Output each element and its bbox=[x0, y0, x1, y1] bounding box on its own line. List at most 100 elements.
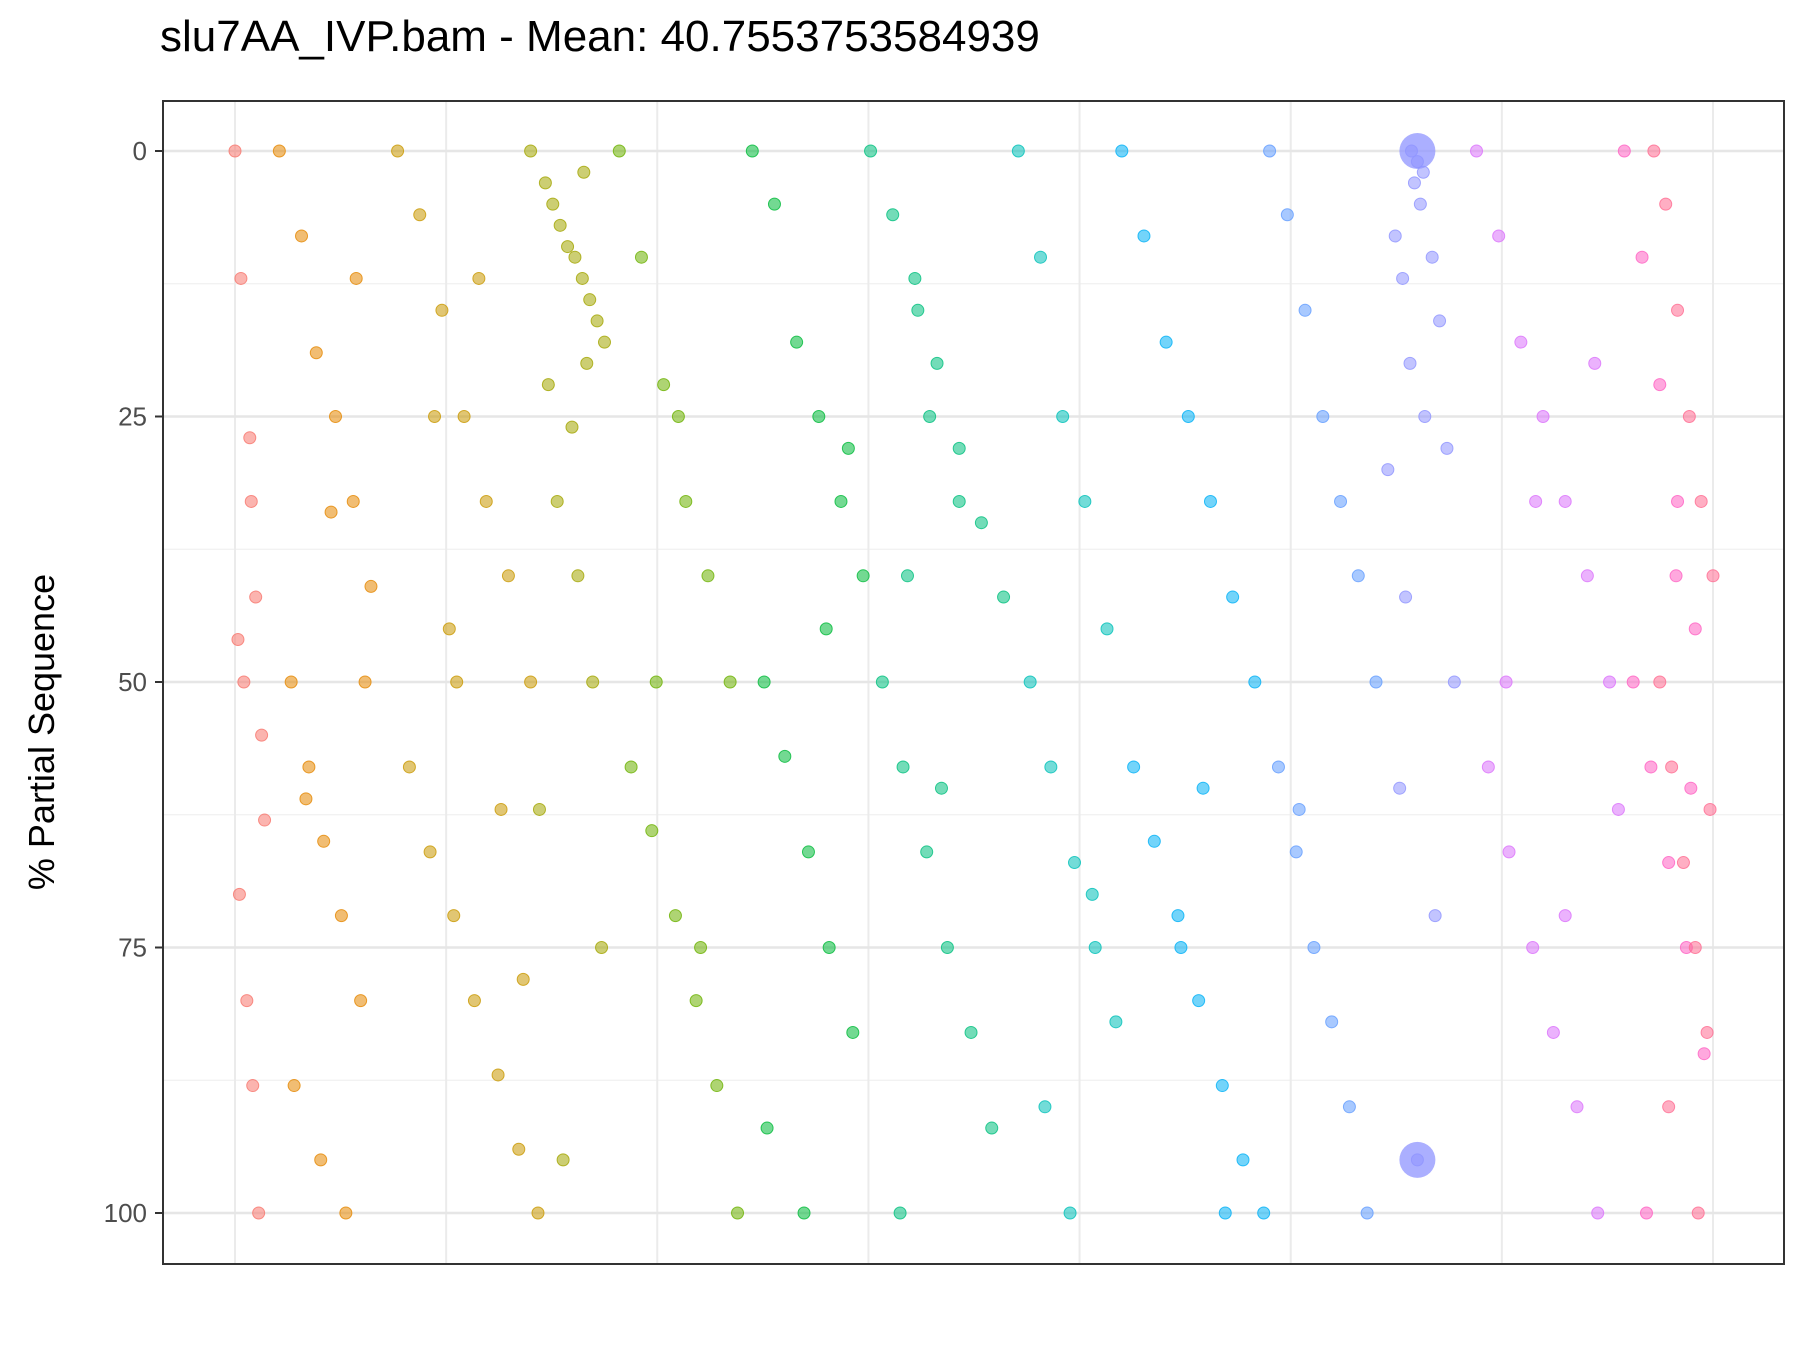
data-point bbox=[1044, 760, 1058, 774]
data-point bbox=[1502, 845, 1516, 859]
data-point bbox=[244, 494, 258, 508]
data-point bbox=[532, 802, 546, 816]
data-point bbox=[1393, 781, 1407, 795]
data-point bbox=[1684, 781, 1698, 795]
data-point bbox=[329, 410, 343, 423]
data-point bbox=[1611, 802, 1625, 816]
data-point bbox=[1226, 590, 1240, 604]
data-point bbox=[612, 144, 626, 158]
data-point bbox=[767, 197, 781, 211]
data-point bbox=[1038, 1100, 1052, 1114]
data-point bbox=[546, 197, 560, 211]
data-point bbox=[1196, 781, 1210, 795]
data-point bbox=[491, 1068, 505, 1082]
data-point bbox=[516, 972, 530, 986]
data-point bbox=[1499, 675, 1513, 689]
data-point bbox=[1635, 250, 1649, 264]
data-point bbox=[1691, 1206, 1705, 1220]
data-point bbox=[358, 675, 372, 689]
data-point bbox=[590, 314, 604, 328]
data-point bbox=[689, 994, 703, 1008]
series-group bbox=[612, 144, 745, 1220]
data-point bbox=[1413, 197, 1427, 211]
data-point bbox=[524, 675, 538, 689]
data-point bbox=[1351, 569, 1365, 583]
data-point bbox=[1078, 494, 1092, 508]
data-point bbox=[317, 834, 331, 848]
data-point bbox=[1174, 941, 1188, 954]
series-group bbox=[1647, 144, 1720, 1220]
data-point bbox=[595, 941, 609, 954]
data-point bbox=[819, 622, 833, 636]
data-point bbox=[1626, 675, 1640, 689]
data-point bbox=[1388, 229, 1402, 243]
data-point bbox=[565, 420, 579, 434]
data-point bbox=[1171, 909, 1185, 923]
data-point bbox=[668, 909, 682, 923]
data-point bbox=[249, 590, 263, 604]
series-group bbox=[228, 144, 272, 1220]
data-point bbox=[1526, 941, 1540, 954]
series-group bbox=[1617, 144, 1711, 1220]
highlighted-data-point bbox=[1399, 1141, 1436, 1178]
data-point bbox=[1418, 410, 1432, 423]
data-point bbox=[985, 1121, 999, 1135]
data-point bbox=[577, 165, 591, 179]
data-point bbox=[1447, 675, 1461, 689]
data-point bbox=[324, 505, 338, 519]
data-point bbox=[822, 941, 836, 954]
data-point bbox=[1425, 250, 1439, 264]
data-point bbox=[1546, 1025, 1560, 1039]
series-group bbox=[864, 144, 1011, 1220]
series-group bbox=[1381, 144, 1461, 1167]
series-group bbox=[1115, 144, 1271, 1220]
data-point bbox=[428, 410, 442, 423]
data-point bbox=[1428, 909, 1442, 923]
series-group bbox=[745, 144, 870, 1220]
series-group bbox=[524, 144, 611, 1167]
data-point bbox=[1688, 622, 1702, 636]
data-point bbox=[1263, 144, 1277, 158]
data-point bbox=[1056, 410, 1070, 423]
data-point bbox=[423, 845, 437, 859]
data-point bbox=[1215, 1079, 1229, 1093]
series-group bbox=[272, 144, 378, 1220]
data-point bbox=[1403, 356, 1417, 370]
data-point bbox=[1653, 378, 1667, 392]
data-point bbox=[1558, 909, 1572, 923]
data-point bbox=[1433, 314, 1447, 328]
data-point bbox=[964, 1025, 978, 1039]
data-point bbox=[911, 303, 925, 317]
data-point bbox=[778, 749, 792, 763]
data-point bbox=[1676, 856, 1690, 870]
data-point bbox=[760, 1121, 774, 1135]
data-point bbox=[893, 1206, 907, 1220]
data-point bbox=[1644, 760, 1658, 774]
data-point bbox=[731, 1206, 745, 1220]
data-point bbox=[790, 335, 804, 349]
data-point bbox=[940, 941, 954, 954]
data-point bbox=[402, 760, 416, 774]
data-point bbox=[553, 218, 567, 232]
data-point bbox=[1011, 144, 1025, 158]
data-point bbox=[1603, 675, 1617, 689]
data-point bbox=[234, 271, 248, 285]
data-point bbox=[846, 1025, 860, 1039]
data-point bbox=[745, 144, 759, 158]
data-point bbox=[531, 1206, 545, 1220]
data-point bbox=[1580, 569, 1594, 583]
data-point bbox=[1334, 494, 1348, 508]
data-point bbox=[442, 622, 456, 636]
data-point bbox=[1369, 675, 1383, 689]
data-point bbox=[479, 494, 493, 508]
y-tick-label: 100 bbox=[104, 1198, 147, 1228]
y-tick-label: 0 bbox=[133, 136, 147, 166]
data-point bbox=[864, 144, 878, 158]
data-point bbox=[243, 431, 257, 445]
data-point bbox=[314, 1153, 328, 1167]
data-point bbox=[1671, 494, 1685, 508]
data-point bbox=[258, 813, 272, 827]
data-point bbox=[240, 994, 254, 1008]
data-point bbox=[1203, 494, 1217, 508]
data-point bbox=[1360, 1206, 1374, 1220]
